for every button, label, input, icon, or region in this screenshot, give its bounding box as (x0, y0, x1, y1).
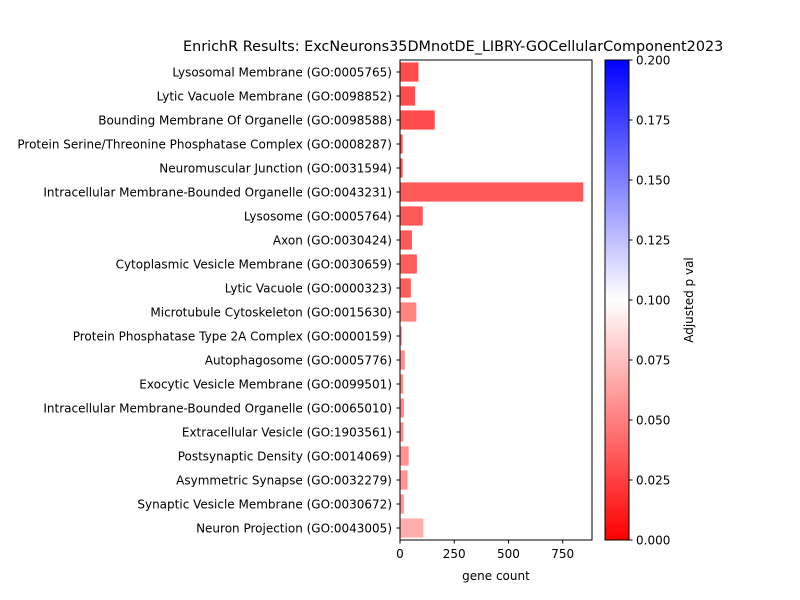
bar (400, 302, 417, 322)
bars (400, 62, 584, 538)
colorbar-ticks: 0.000 0.025 0.050 0.075 0.100 0.125 0.150 0.175… (629, 54, 670, 548)
y-tick-label: Lytic Vacuole Membrane (GO:0098852) (157, 90, 392, 104)
plot-frame (399, 59, 593, 541)
bar (400, 518, 424, 538)
colorbar-tick-label: 0.175 (636, 114, 670, 128)
bar (400, 350, 405, 370)
y-tick-label: Exocytic Vesicle Membrane (GO:0099501) (139, 378, 392, 392)
colorbar-tick-label: 0.075 (636, 354, 670, 368)
y-tick-label: Intracellular Membrane-Bounded Organelle… (43, 186, 392, 200)
y-tick-label: Intracellular Membrane-Bounded Organelle… (43, 402, 392, 416)
bar (400, 182, 584, 202)
y-tick-label: Lysosome (GO:0005764) (244, 210, 392, 224)
y-tick-label: Cytoplasmic Vesicle Membrane (GO:0030659… (116, 258, 392, 272)
bar (400, 470, 408, 490)
y-tick-label: Bounding Membrane Of Organelle (GO:00985… (98, 114, 392, 128)
y-tick-label: Postsynaptic Density (GO:0014069) (178, 450, 392, 464)
bar (400, 206, 423, 226)
bar (400, 278, 411, 298)
bar (400, 110, 435, 130)
y-tick-label: Protein Serine/Threonine Phosphatase Com… (17, 138, 392, 152)
colorbar-tick-label: 0.200 (636, 54, 670, 68)
bar (400, 446, 409, 466)
y-tick-label: Neuromuscular Junction (GO:0031594) (159, 162, 392, 176)
bar (400, 374, 404, 394)
colorbar-tick-label: 0.025 (636, 474, 670, 488)
bar (400, 134, 403, 154)
bar (400, 158, 403, 178)
bar (400, 86, 416, 106)
y-tick-label: Autophagosome (GO:0005776) (205, 354, 392, 368)
y-tick-label: Synaptic Vesicle Membrane (GO:0030672) (137, 498, 392, 512)
y-tick-label: Extracellular Vesicle (GO:1903561) (182, 426, 392, 440)
y-tick-label: Lytic Vacuole (GO:0000323) (225, 282, 392, 296)
bar (400, 398, 404, 418)
y-tick-label: Lysosomal Membrane (GO:0005765) (172, 66, 392, 80)
chart-title: EnrichR Results: ExcNeurons35DMnotDE_LIB… (183, 39, 723, 55)
colorbar-tick-label: 0.000 (636, 534, 670, 548)
y-tick-label: Protein Phosphatase Type 2A Complex (GO:… (73, 330, 392, 344)
colorbar-tick-label: 0.050 (636, 414, 670, 428)
bar (400, 326, 402, 346)
y-tick-label: Microtubule Cytoskeleton (GO:0015630) (150, 306, 392, 320)
bar (400, 494, 404, 514)
y-tick-labels: Lysosomal Membrane (GO:0005765) Lytic Vac… (17, 66, 400, 536)
y-tick-label: Neuron Projection (GO:0043005) (196, 522, 392, 536)
y-tick-label: Axon (GO:0030424) (273, 234, 392, 248)
x-tick-label: 750 (551, 547, 574, 561)
x-tick-label: 0 (396, 547, 404, 561)
colorbar-tick-label: 0.100 (636, 294, 670, 308)
x-axis-label: gene count (462, 569, 530, 583)
x-tick-label: 250 (443, 547, 466, 561)
colorbar-tick-label: 0.125 (636, 234, 670, 248)
y-tick-label: Asymmetric Synapse (GO:0032279) (176, 474, 392, 488)
bar (400, 254, 417, 274)
colorbar (604, 59, 630, 541)
colorbar-label: Adjusted p val (682, 257, 696, 343)
bar (400, 230, 412, 250)
colorbar-tick-label: 0.150 (636, 174, 670, 188)
bar (400, 422, 404, 442)
bar (400, 62, 419, 82)
x-tick-label: 500 (497, 547, 520, 561)
x-axis-ticks: 0 250 500 750 (396, 540, 574, 561)
